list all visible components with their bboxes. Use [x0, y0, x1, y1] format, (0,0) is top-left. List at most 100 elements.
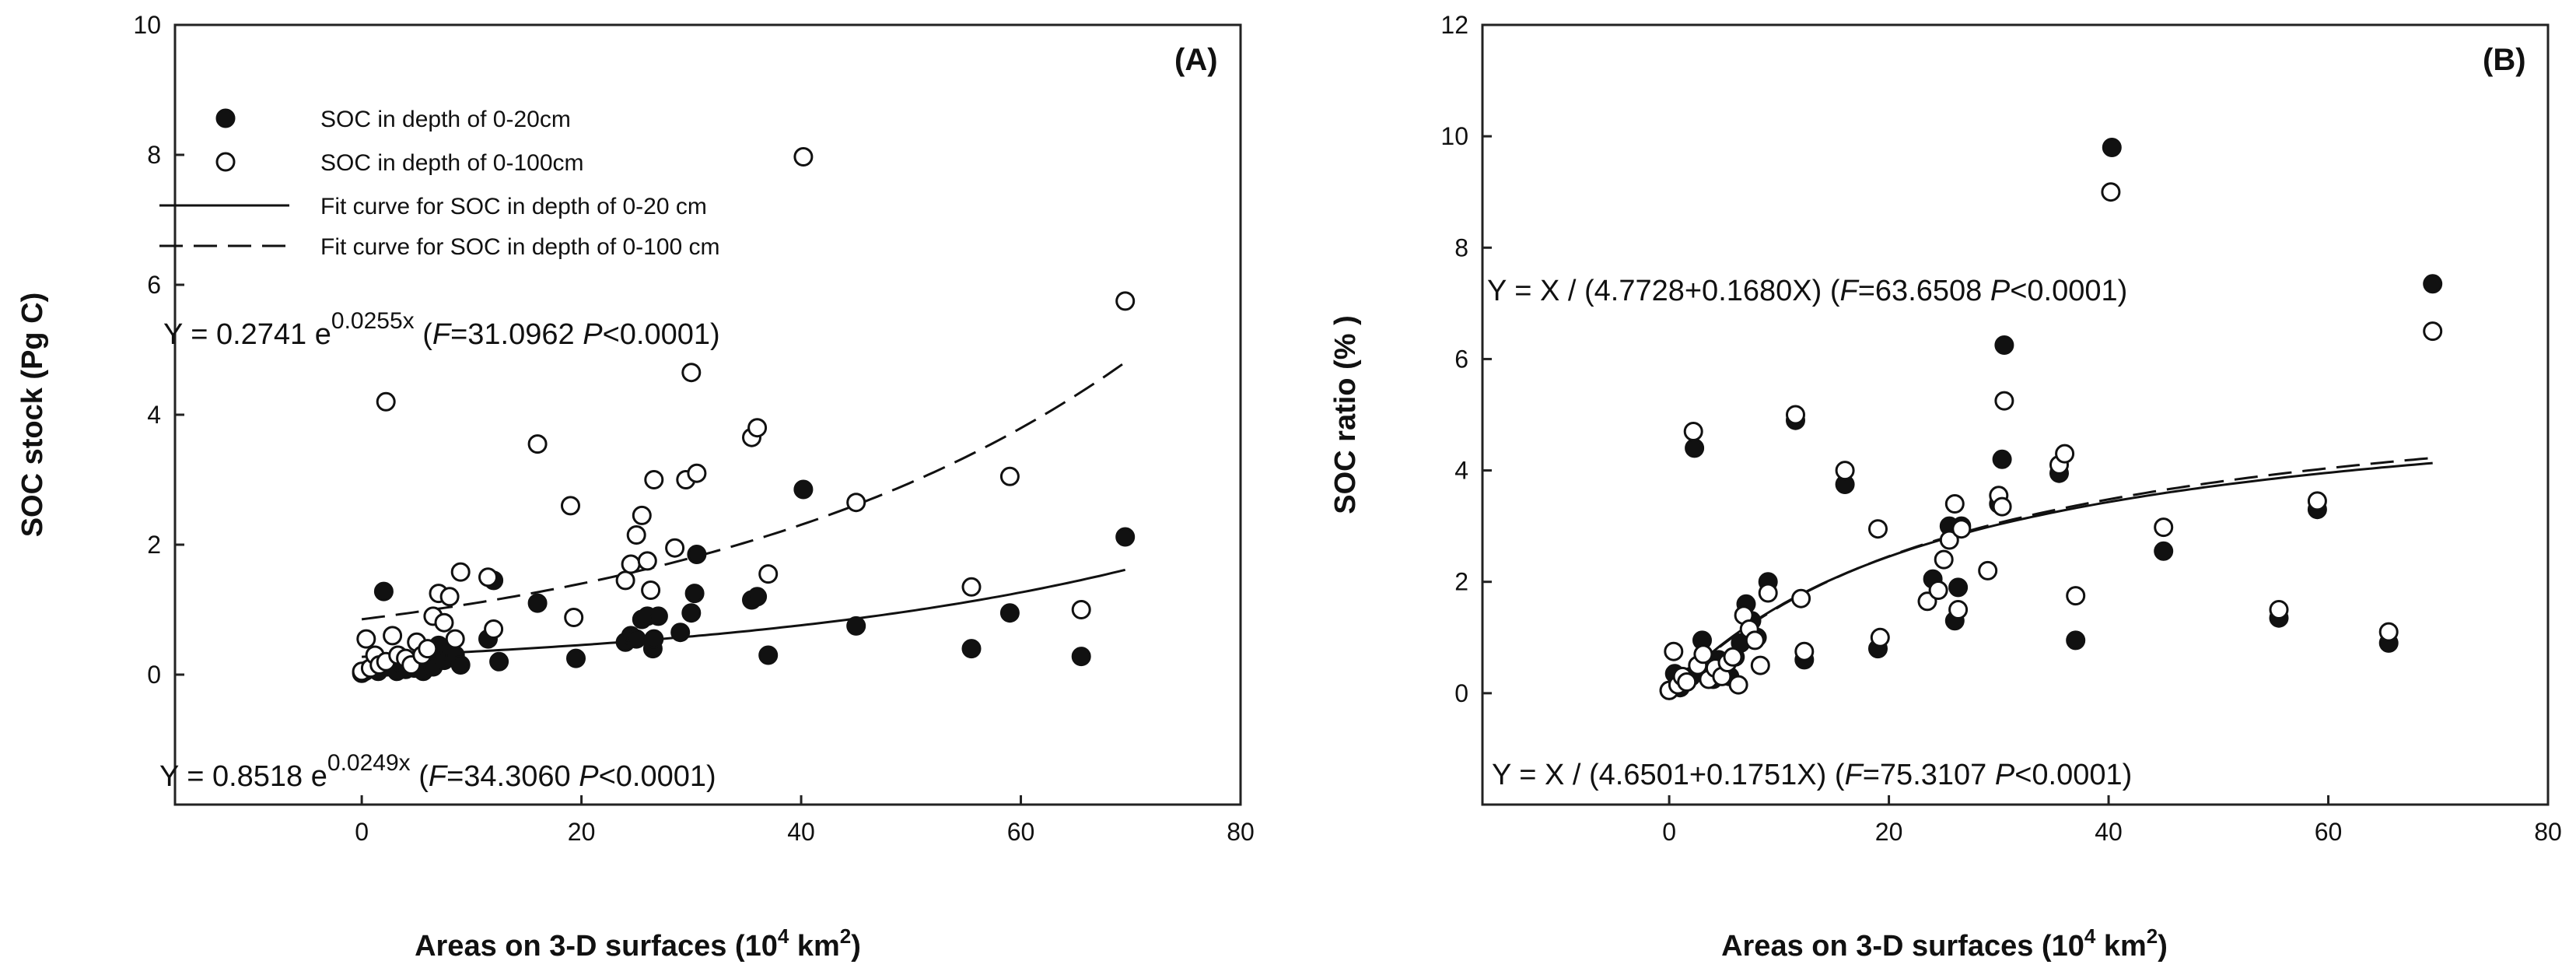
point-0-100cm	[793, 147, 814, 167]
point-0-100cm	[665, 538, 685, 558]
y-tick-label: 0	[1454, 679, 1468, 707]
point-0-100cm	[1978, 560, 1998, 580]
point-0-20cm	[687, 545, 707, 564]
point-0-20cm	[626, 629, 646, 649]
point-0-20cm	[1685, 438, 1705, 458]
y-tick-label: 4	[1454, 457, 1468, 485]
point-0-100cm	[626, 525, 646, 545]
point-0-20cm	[527, 593, 548, 613]
point-0-20cm	[1115, 527, 1136, 547]
point-0-20cm	[648, 606, 668, 626]
point-0-100cm	[2154, 517, 2174, 538]
point-0-20cm	[684, 584, 705, 604]
legend-marker-open	[215, 152, 236, 172]
y-tick-label: 4	[147, 401, 161, 429]
y-tick-label: 2	[1454, 568, 1468, 596]
point-0-100cm	[644, 470, 664, 489]
x-tick-label: 0	[355, 818, 369, 846]
plot-frame-a	[173, 23, 1242, 806]
point-0-100cm	[1948, 600, 1969, 619]
point-0-100cm	[527, 434, 548, 454]
point-0-100cm	[637, 551, 657, 571]
x-tick-label: 20	[1875, 818, 1903, 846]
point-0-100cm	[615, 570, 635, 591]
x-tick-label: 80	[2534, 818, 2562, 846]
point-0-20cm	[2423, 274, 2443, 294]
panel-label-a: (A)	[1174, 43, 1218, 77]
point-0-100cm	[1835, 461, 1855, 481]
point-0-100cm	[1683, 422, 1703, 441]
point-0-100cm	[1758, 583, 1778, 603]
point-0-20cm	[1071, 647, 1091, 667]
point-0-20cm	[999, 603, 1020, 623]
point-0-100cm	[2423, 321, 2443, 342]
point-0-100cm	[1664, 641, 1684, 661]
point-0-100cm	[1934, 549, 1954, 570]
y-ticks-b: 0 2 4 6 8 10 12	[1440, 11, 1492, 707]
point-0-100cm	[356, 629, 376, 649]
point-0-20cm	[758, 645, 779, 665]
point-0-20cm	[1992, 449, 2012, 469]
y-tick-label: 10	[133, 11, 161, 39]
point-0-20cm	[450, 655, 471, 675]
point-0-100cm	[621, 554, 641, 574]
point-0-100cm	[1928, 580, 1948, 600]
data-points-a	[352, 147, 1136, 683]
y-axis-label-b: SOC ratio (% )	[1329, 315, 1362, 514]
point-0-100cm	[687, 463, 707, 483]
equation-b-lower: Y = X / (4.6501+0.1751X) (F=75.3107 P<0.…	[1492, 759, 2132, 791]
point-0-100cm	[445, 629, 465, 649]
fit-curve-0-20cm	[362, 568, 1126, 658]
point-0-20cm	[1948, 577, 1969, 598]
point-0-100cm	[1939, 530, 1959, 550]
point-0-100cm	[2066, 586, 2086, 606]
y-tick-label: 2	[147, 531, 161, 559]
y-ticks-a: 0 2 4 6 8 10	[133, 11, 184, 689]
y-tick-label: 6	[1454, 345, 1468, 373]
point-0-100cm	[1677, 672, 1697, 692]
point-0-20cm	[793, 479, 814, 500]
point-0-100cm	[1794, 641, 1815, 661]
x-tick-label: 60	[1007, 818, 1035, 846]
x-tick-label: 80	[1227, 818, 1255, 846]
x-ticks-b: 0 20 40 60 80	[1662, 795, 2562, 846]
point-0-20cm	[747, 587, 768, 607]
panel-b: 0 2 4 6 8 10 12 0 20 40 60 80 (B) Y = X / (4.7728+…	[1329, 11, 2562, 963]
point-0-20cm	[373, 581, 394, 601]
fit-curves-a	[361, 361, 1126, 658]
point-0-20cm	[2154, 541, 2174, 561]
panel-a: 0 2 4 6 8 10 0 20 40 60 80 (A) SOC in depth of 0-…	[16, 11, 1255, 963]
point-0-100cm	[1870, 627, 1890, 647]
point-0-100cm	[1693, 644, 1713, 665]
y-tick-label: 6	[147, 271, 161, 299]
point-0-100cm	[1994, 391, 2014, 411]
equation-a-upper: Y = 0.2741 e0.0255x (F=31.0962 P<0.0001)	[163, 308, 720, 351]
point-0-100cm	[1071, 600, 1091, 619]
x-axis-label-a: Areas on 3-D surfaces (104 km2)	[415, 924, 861, 963]
y-axis-label-a: SOC stock (Pg C)	[16, 293, 49, 538]
point-0-100cm	[439, 587, 460, 607]
data-points-b	[1659, 138, 2443, 700]
point-0-100cm	[681, 363, 702, 383]
legend-label-fit-0-20cm: Fit curve for SOC in depth of 0-20 cm	[320, 194, 707, 219]
point-0-20cm	[644, 629, 664, 649]
point-0-100cm	[1723, 647, 1743, 667]
equation-b-upper: Y = X / (4.7728+0.1680X) (F=63.6508 P<0.…	[1487, 275, 2127, 307]
point-0-100cm	[1728, 675, 1748, 695]
point-0-100cm	[846, 493, 866, 513]
point-0-100cm	[561, 496, 580, 516]
point-0-100cm	[564, 608, 584, 627]
y-tick-label: 8	[147, 141, 161, 169]
point-0-100cm	[961, 577, 982, 597]
x-tick-label: 60	[2315, 818, 2343, 846]
fit-curve-0-100cm	[361, 361, 1126, 621]
point-0-100cm	[1115, 291, 1136, 311]
point-0-100cm	[747, 418, 768, 438]
y-tick-label: 0	[147, 661, 161, 689]
point-0-100cm	[2101, 182, 2121, 202]
panel-label-b: (B)	[2483, 43, 2526, 77]
x-tick-label: 40	[2095, 818, 2123, 846]
point-0-100cm	[1750, 655, 1770, 675]
legend-label-0-20cm: SOC in depth of 0-20cm	[320, 107, 571, 132]
